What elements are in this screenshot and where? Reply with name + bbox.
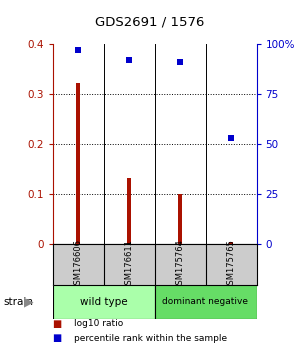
Text: GSM176606: GSM176606 bbox=[74, 239, 82, 290]
Text: dominant negative: dominant negative bbox=[163, 297, 248, 306]
Text: ■: ■ bbox=[52, 319, 62, 329]
Point bbox=[178, 59, 182, 65]
Text: ■: ■ bbox=[52, 333, 62, 343]
Bar bbox=[178, 194, 182, 244]
Point bbox=[229, 136, 233, 141]
Text: percentile rank within the sample: percentile rank within the sample bbox=[74, 333, 226, 343]
Bar bbox=[154, 285, 256, 319]
Bar bbox=[229, 242, 233, 244]
Text: GDS2691 / 1576: GDS2691 / 1576 bbox=[95, 16, 205, 29]
Bar bbox=[127, 178, 131, 244]
Text: GSM175765: GSM175765 bbox=[226, 239, 236, 290]
Text: log10 ratio: log10 ratio bbox=[74, 319, 123, 329]
Text: strain: strain bbox=[3, 297, 33, 307]
Text: GSM176611: GSM176611 bbox=[124, 239, 134, 290]
Point bbox=[76, 47, 80, 53]
Text: wild type: wild type bbox=[80, 297, 127, 307]
Bar bbox=[76, 83, 80, 244]
Text: GSM175764: GSM175764 bbox=[176, 239, 184, 290]
Point bbox=[127, 57, 131, 63]
Text: ▶: ▶ bbox=[24, 295, 33, 308]
Bar bbox=[52, 285, 154, 319]
